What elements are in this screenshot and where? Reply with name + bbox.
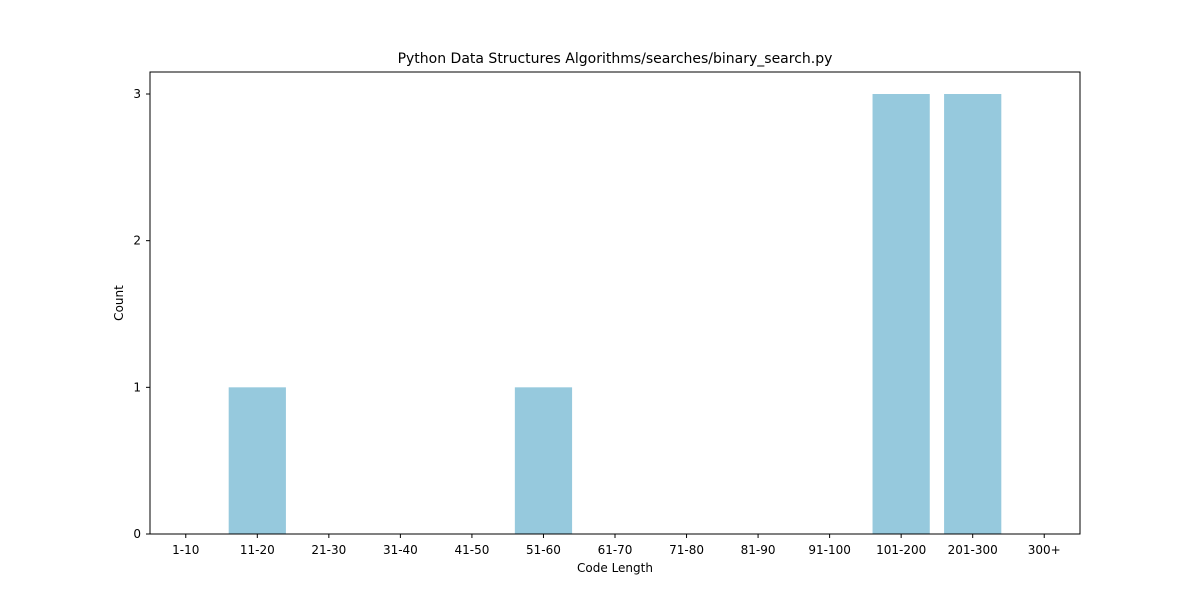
chart-title: Python Data Structures Algorithms/search…: [398, 51, 833, 67]
y-axis-label: Count: [112, 285, 126, 321]
x-axis: 1-10 11-20 21-30 31-40 41-50 51-60 61-70 71-80 8…: [172, 534, 1061, 557]
plot-frame: [149, 71, 1081, 535]
bar-11-20: [228, 387, 286, 534]
bars-layer: [228, 94, 1002, 534]
x-tick-label: 300+: [1028, 543, 1061, 557]
x-tick-label: 1-10: [172, 543, 199, 557]
y-tick-label: 1: [133, 380, 141, 394]
x-tick-label: 61-70: [598, 543, 633, 557]
y-axis: 0 1 2 3: [133, 87, 150, 541]
x-tick-label: 201-300: [948, 543, 998, 557]
x-tick-label: 51-60: [526, 543, 561, 557]
y-tick-label: 3: [133, 87, 141, 101]
x-axis-label: Code Length: [577, 561, 653, 575]
x-tick-label: 71-80: [669, 543, 704, 557]
x-tick-label: 21-30: [311, 543, 346, 557]
x-tick-label: 41-50: [454, 543, 489, 557]
x-tick-label: 31-40: [383, 543, 418, 557]
y-tick-label: 2: [133, 234, 141, 248]
bar-201-300: [944, 94, 1002, 534]
x-tick-label: 91-100: [808, 543, 851, 557]
x-tick-label: 81-90: [741, 543, 776, 557]
bar-51-60: [514, 387, 573, 534]
bar-101-200: [872, 94, 930, 534]
x-tick-label: 101-200: [876, 543, 926, 557]
x-tick-label: 11-20: [240, 543, 275, 557]
y-tick-label: 0: [133, 527, 141, 541]
